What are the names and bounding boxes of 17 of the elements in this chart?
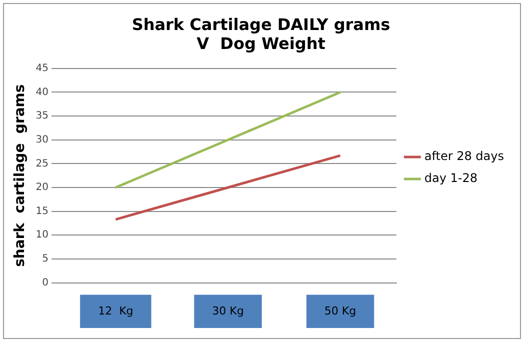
y-tick-label: 45 xyxy=(36,62,49,74)
chart-title: Shark Cartilage DAILY grams V Dog Weight xyxy=(132,14,390,53)
y-tick-label: 35 xyxy=(36,110,49,122)
y-tick-label: 40 xyxy=(36,86,49,98)
y-tick-label: 15 xyxy=(36,206,49,217)
y-tick-label: 20 xyxy=(36,182,49,194)
y-tick-label: 10 xyxy=(36,230,49,241)
y-tick-label: 0 xyxy=(42,277,49,288)
legend-label: after 28 days xyxy=(424,149,504,164)
y-axis-title: shark cartilage grams xyxy=(12,84,28,267)
x-tick-label: 12 Kg xyxy=(98,304,134,318)
x-tick-label: 50 Kg xyxy=(324,304,356,318)
legend-label: day 1-28 xyxy=(424,171,478,186)
x-tick-label: 30 Kg xyxy=(212,304,244,318)
y-tick-label: 5 xyxy=(42,254,49,265)
y-tick-label: 30 xyxy=(36,134,49,146)
y-tick-label: 25 xyxy=(36,158,49,170)
